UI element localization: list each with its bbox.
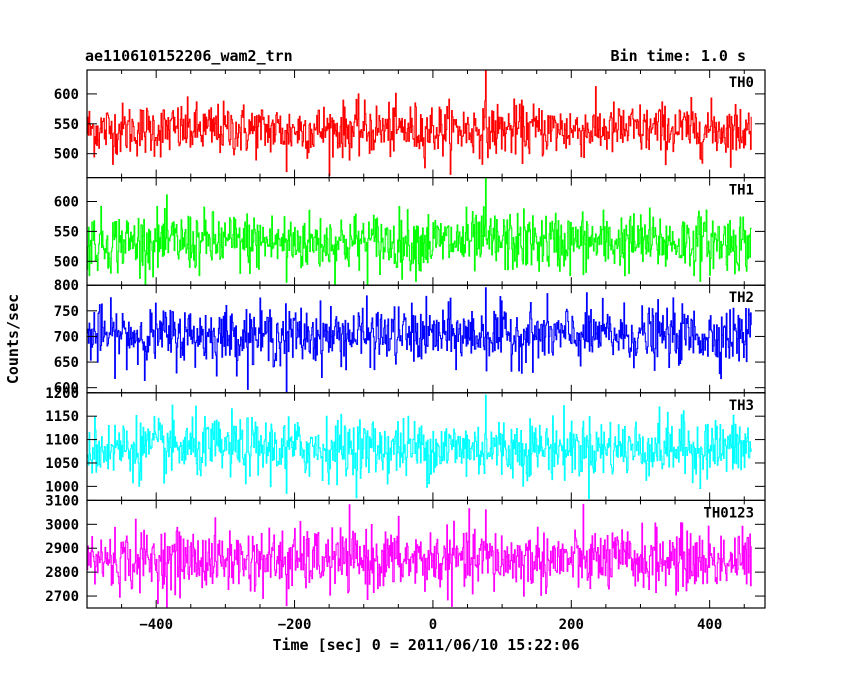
x-tick-label: 0 — [429, 617, 437, 633]
y-tick-label: 1050 — [45, 456, 79, 472]
series-th2 — [87, 287, 752, 393]
y-tick-label: 2900 — [45, 541, 79, 557]
panel-frame — [86, 499, 766, 609]
y-tick-label: 3100 — [45, 493, 79, 509]
y-tick-label: 1150 — [45, 409, 79, 425]
y-tick-label: 650 — [54, 355, 79, 371]
y-tick-label: 700 — [54, 329, 79, 345]
y-tick-label: 600 — [54, 381, 79, 397]
x-tick-label: 400 — [697, 617, 722, 633]
y-tick-label: 1000 — [45, 479, 79, 495]
x-tick-label: −400 — [139, 617, 173, 633]
y-tick-label: 550 — [54, 117, 79, 133]
x-tick-label: −200 — [278, 617, 312, 633]
y-tick-label: 550 — [54, 224, 79, 240]
y-tick-label: 2700 — [45, 589, 79, 605]
y-tick-label: 1200 — [45, 386, 79, 402]
y-tick-label: 2800 — [45, 565, 79, 581]
chart-title: ae110610152206_wam2_trn — [85, 47, 293, 65]
y-tick-label: 500 — [54, 147, 79, 163]
panel-label-th0: TH0 — [729, 75, 754, 91]
panel-label-th0123: TH0123 — [703, 505, 754, 521]
series-th3 — [87, 394, 752, 500]
y-tick-label: 1100 — [45, 433, 79, 449]
panel-label-th2: TH2 — [729, 290, 754, 306]
x-axis-label: Time [sec] 0 = 2011/06/10 15:22:06 — [272, 636, 579, 654]
y-tick-label: 500 — [54, 254, 79, 270]
series-th0123 — [87, 503, 752, 608]
bin-time-label: Bin time: 1.0 s — [610, 47, 746, 65]
y-tick-label: 600 — [54, 87, 79, 103]
y-tick-label: 3000 — [45, 517, 79, 533]
series-th1 — [87, 177, 752, 286]
panel-label-th3: TH3 — [729, 398, 754, 414]
y-tick-label: 750 — [54, 304, 79, 320]
y-tick-label: 600 — [54, 195, 79, 211]
series-th0 — [87, 70, 752, 177]
panel-label-th1: TH1 — [729, 183, 754, 199]
y-tick-label: 800 — [54, 278, 79, 294]
y-axis-label: Counts/sec — [4, 294, 22, 384]
x-tick-label: 200 — [559, 617, 584, 633]
